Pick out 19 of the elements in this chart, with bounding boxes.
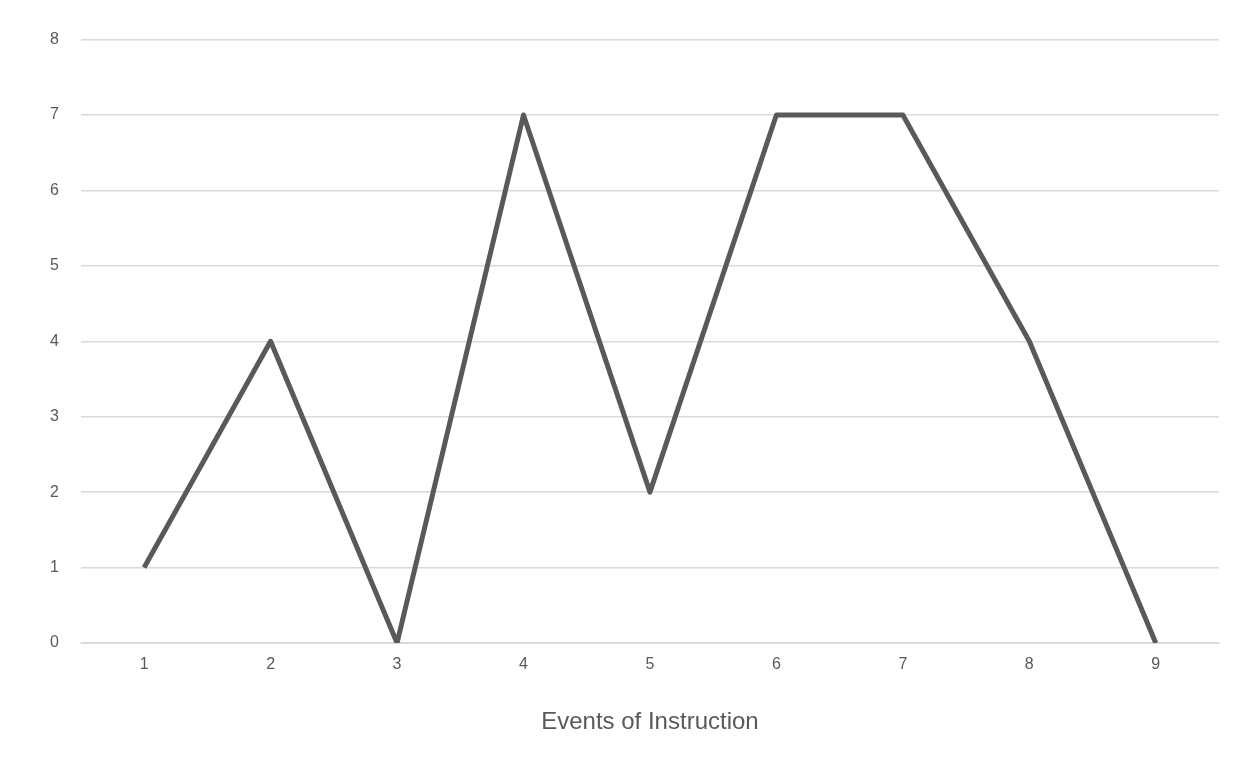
y-tick-label: 5 xyxy=(49,256,59,274)
x-tick-label: 9 xyxy=(1151,655,1161,673)
y-tick-label: 2 xyxy=(49,482,59,500)
x-tick-label: 1 xyxy=(139,655,149,673)
y-tick-label: 4 xyxy=(49,331,59,349)
x-tick-label: 5 xyxy=(645,655,655,673)
y-tick-label: 1 xyxy=(49,557,59,575)
x-axis-title: Events of Instruction xyxy=(541,707,759,735)
y-tick-label: 7 xyxy=(49,105,59,123)
y-tick-label: 6 xyxy=(49,180,59,198)
y-tick-label: 3 xyxy=(49,407,59,425)
y-tick-label: 0 xyxy=(49,633,59,651)
x-tick-label: 8 xyxy=(1024,655,1034,673)
x-tick-label: 6 xyxy=(771,655,781,673)
y-tick-label: 8 xyxy=(49,30,59,48)
x-tick-label: 7 xyxy=(898,655,908,673)
x-tick-label: 3 xyxy=(392,655,402,673)
x-tick-label: 2 xyxy=(266,655,276,673)
x-tick-label: 4 xyxy=(519,655,529,673)
